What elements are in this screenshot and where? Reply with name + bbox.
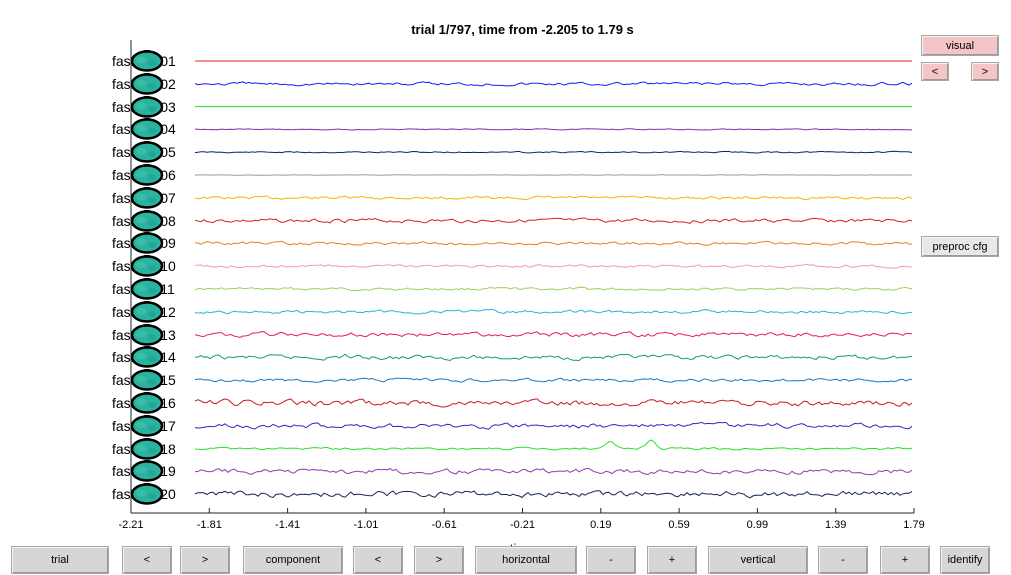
trace-fastica018 <box>195 439 913 451</box>
trace-fastica016 <box>194 398 913 408</box>
topography-head-icon[interactable] <box>130 186 164 209</box>
trace-fastica006 <box>194 174 913 176</box>
topography-head-icon[interactable] <box>130 141 164 163</box>
topography-head-icon[interactable] <box>130 118 164 141</box>
trace-fastica010 <box>194 263 913 269</box>
topography-head-icon[interactable] <box>130 72 164 95</box>
vertical-button[interactable]: vertical <box>708 546 808 574</box>
vertical-plus-button[interactable]: + <box>880 546 930 574</box>
trace-fastica002 <box>194 81 913 87</box>
trace-fastica013 <box>194 331 913 339</box>
visual-next-button[interactable]: > <box>971 62 999 81</box>
trace-fastica009 <box>194 240 913 246</box>
trace-fastica012 <box>194 308 913 315</box>
trace-fastica008 <box>194 217 913 224</box>
topography-head-icon[interactable] <box>130 300 164 323</box>
horizontal-plus-button[interactable]: + <box>647 546 697 574</box>
trace-lines <box>194 60 913 499</box>
topography-head-icon[interactable] <box>130 392 164 414</box>
trace-fastica007 <box>194 195 913 201</box>
trace-fastica011 <box>194 286 913 291</box>
topography-head-icon[interactable] <box>130 369 164 391</box>
x-tick-label: 1.39 <box>824 519 847 531</box>
x-tick-label: -2.21 <box>118 519 144 531</box>
x-axis-ticks <box>130 508 915 513</box>
x-axis-label: time <box>496 538 548 548</box>
visual-button[interactable]: visual <box>921 35 999 56</box>
horizontal-minus-button[interactable]: - <box>586 546 636 574</box>
x-tick-label: 1.79 <box>903 519 925 531</box>
topography-head-icon[interactable] <box>130 95 164 118</box>
topography-head-icon[interactable] <box>130 483 164 505</box>
trace-fastica014 <box>195 353 913 362</box>
topography-head-icon[interactable] <box>130 255 164 277</box>
topography-head-icon[interactable] <box>130 437 164 460</box>
x-tick-label: -0.61 <box>431 519 457 531</box>
trace-fastica005 <box>194 150 913 154</box>
vertical-minus-button[interactable]: - <box>818 546 868 574</box>
x-tick-label: -1.81 <box>196 519 222 531</box>
topography-head-icon[interactable] <box>130 278 164 300</box>
preproc-cfg-button[interactable]: preproc cfg <box>921 236 999 257</box>
x-tick-label: -0.21 <box>509 519 536 531</box>
x-tick-label: 0.59 <box>668 519 690 531</box>
component-next-button[interactable]: > <box>414 546 464 574</box>
x-tick-label: 0.99 <box>746 519 769 531</box>
topography-head-icon[interactable] <box>130 232 164 255</box>
topography-head-icon[interactable] <box>130 460 164 483</box>
topography-head-icon[interactable] <box>130 323 164 346</box>
component-prev-button[interactable]: < <box>353 546 403 574</box>
trial-button[interactable]: trial <box>11 546 109 574</box>
trial-prev-button[interactable]: < <box>122 546 172 574</box>
topography-head-icon[interactable] <box>130 50 164 72</box>
identify-button[interactable]: identify <box>940 546 990 574</box>
component-button[interactable]: component <box>243 546 343 574</box>
horizontal-button[interactable]: horizontal <box>475 546 577 574</box>
topography-head-icon[interactable] <box>130 164 164 186</box>
visual-prev-button[interactable]: < <box>921 62 949 81</box>
x-tick-label: 0.19 <box>590 519 612 531</box>
trace-fastica017 <box>194 421 913 430</box>
plot-title: trial 1/797, time from -2.205 to 1.79 s <box>411 22 634 37</box>
topography-head-icon[interactable] <box>130 346 164 369</box>
x-tick-label: -1.41 <box>275 519 301 531</box>
x-tick-label: -1.01 <box>353 519 379 531</box>
trace-fastica019 <box>194 467 913 476</box>
trace-fastica015 <box>194 377 913 383</box>
trace-fastica020 <box>194 490 913 499</box>
topography-head-icon[interactable] <box>130 414 164 437</box>
topography-head-icon[interactable] <box>130 209 164 232</box>
trace-fastica004 <box>194 128 913 131</box>
trial-next-button[interactable]: > <box>180 546 230 574</box>
